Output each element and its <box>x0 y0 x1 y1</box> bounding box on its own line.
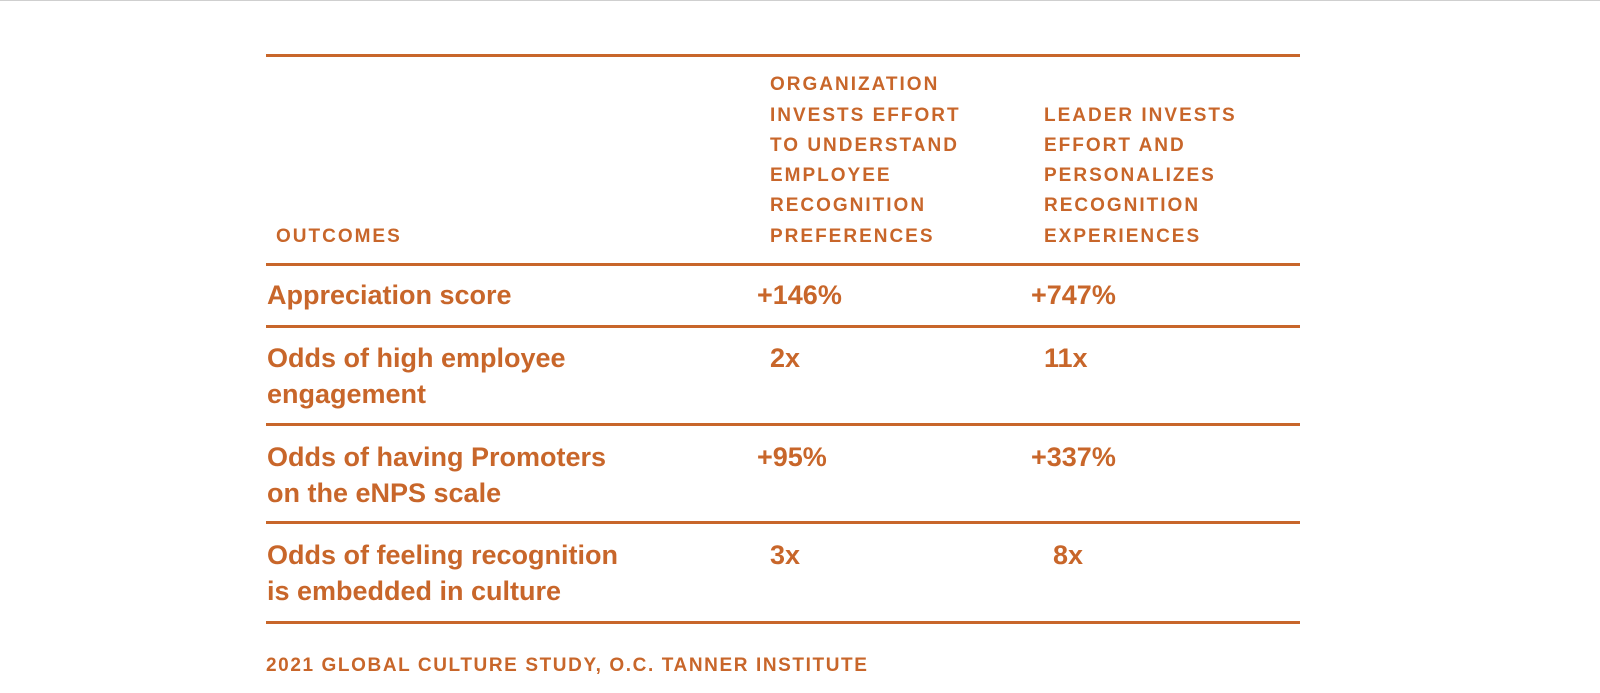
source: 2021 GLOBAL CULTURE STUDY, O.C. TANNER I… <box>266 655 869 676</box>
row-label: Odds of high employee engagement <box>267 340 566 412</box>
header-line: EMPLOYEE <box>770 165 892 187</box>
header-line: PERSONALIZES <box>1044 165 1216 187</box>
rule <box>266 54 1300 57</box>
rule <box>266 521 1300 524</box>
cell-value: 2x <box>770 343 801 373</box>
header-line: EXPERIENCES <box>1044 225 1202 247</box>
label-line: Odds of feeling recognition <box>267 540 618 570</box>
column-header: OUTCOMES <box>276 222 402 252</box>
header-line: PREFERENCES <box>770 225 935 247</box>
header-line: LEADER INVESTS <box>1044 104 1237 126</box>
cell-value: +146% <box>757 280 842 310</box>
row-label: Odds of having Promoters on the eNPS scal… <box>267 439 606 511</box>
label-line: Appreciation score <box>267 280 512 310</box>
header-line: ORGANIZATION <box>770 74 940 96</box>
column-header: ORGANIZATION INVESTS EFFORT TO UNDERSTAND E… <box>770 70 961 252</box>
header-line: INVESTS EFFORT <box>770 104 961 126</box>
cell-value: +95% <box>757 442 827 472</box>
header-line: RECOGNITION <box>1044 195 1201 217</box>
cell-value: 8x <box>1053 540 1084 570</box>
header-line: EFFORT AND <box>1044 134 1186 156</box>
rule <box>266 621 1300 624</box>
cell-value: +747% <box>1031 280 1116 310</box>
cell-value: 11x <box>1044 343 1088 373</box>
label-line: Odds of high employee <box>267 343 566 373</box>
row-label: Odds of feeling recognition is embedded i… <box>267 537 618 609</box>
label-line: engagement <box>267 379 427 409</box>
header-line: TO UNDERSTAND <box>770 134 959 156</box>
label-line: on the eNPS scale <box>267 478 502 508</box>
cell-value: +337% <box>1031 442 1116 472</box>
header-line: RECOGNITION <box>770 195 927 217</box>
label-line: is embedded in culture <box>267 576 562 606</box>
cell-value: 3x <box>770 540 801 570</box>
header-line: OUTCOMES <box>276 225 402 247</box>
rule <box>266 325 1300 328</box>
column-header: LEADER INVESTS EFFORT AND PERSONALIZES RECO… <box>1044 101 1237 252</box>
rule <box>266 423 1300 426</box>
label-line: Odds of having Promoters <box>267 442 607 472</box>
rule <box>266 263 1300 266</box>
row-label: Appreciation score <box>267 277 512 313</box>
